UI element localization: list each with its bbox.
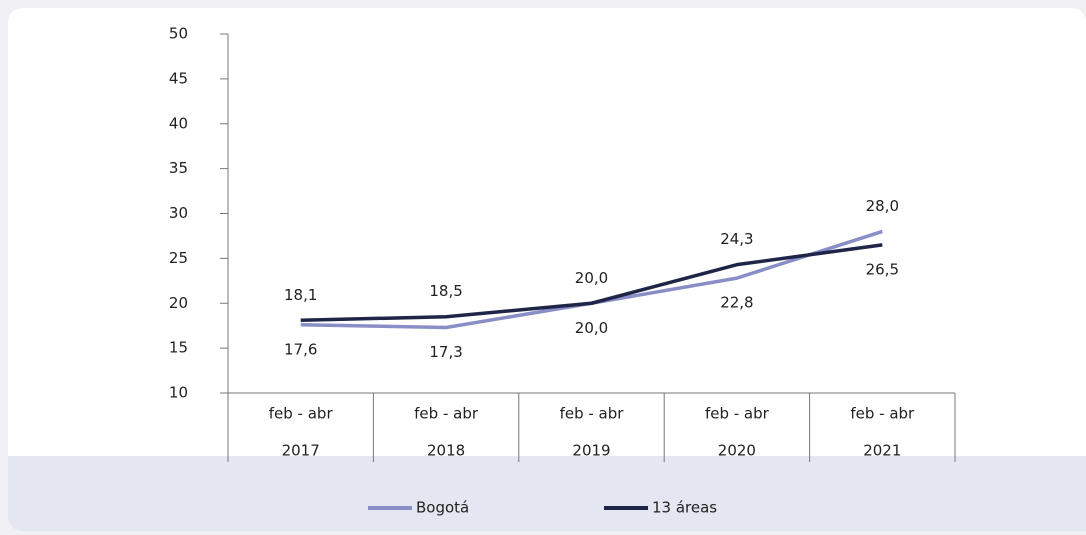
data-label: 18,5 [429, 282, 462, 300]
x-tick-label: feb - abr [705, 405, 770, 423]
legend-band [8, 456, 1086, 531]
x-tick-label: 2020 [718, 442, 756, 460]
series-line [300, 243, 883, 323]
x-tick-label: 2017 [282, 442, 320, 460]
card [8, 8, 1086, 531]
y-tick-label: 10 [169, 384, 188, 402]
data-label: 24,3 [720, 230, 753, 248]
data-label: 20,0 [575, 269, 608, 287]
legend-label: 13 áreas [652, 499, 717, 517]
legend-label: Bogotá [416, 499, 469, 517]
y-tick-label: 15 [169, 339, 188, 357]
y-tick-label: 20 [169, 294, 188, 312]
y-tick-label: 25 [169, 249, 188, 267]
x-tick-label: 2021 [863, 442, 901, 460]
data-label: 17,3 [429, 343, 462, 361]
y-tick-label: 50 [169, 25, 188, 43]
y-tick-label: 35 [169, 159, 188, 177]
x-tick-label: 2018 [427, 442, 465, 460]
x-tick-label: feb - abr [269, 405, 334, 423]
data-label: 22,8 [720, 294, 753, 312]
data-label: 28,0 [866, 197, 899, 215]
x-tick-label: 2019 [572, 442, 610, 460]
data-label: 17,6 [284, 340, 317, 358]
x-tick-label: feb - abr [850, 405, 915, 423]
data-label: 26,5 [866, 260, 899, 278]
data-label: 18,1 [284, 286, 317, 304]
data-label: 20,0 [575, 319, 608, 337]
x-tick-label: feb - abr [414, 405, 479, 423]
x-tick-label: feb - abr [560, 405, 625, 423]
y-tick-label: 45 [169, 69, 188, 87]
y-tick-label: 30 [169, 204, 188, 222]
y-tick-label: 40 [169, 114, 188, 132]
